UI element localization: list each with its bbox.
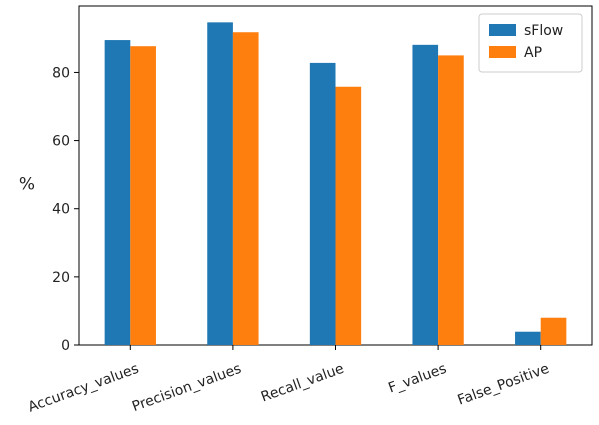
legend-swatch-sflow — [489, 24, 516, 36]
legend: sFlow AP — [478, 13, 583, 73]
bar-ap-recall-value — [335, 86, 362, 345]
y-tick-label: 80 — [52, 65, 70, 81]
bar-ap-precision-values — [232, 32, 259, 345]
x-tick-label: Recall_value — [259, 361, 346, 406]
bar-sflow-recall-value — [309, 62, 336, 346]
legend-label-ap: AP — [524, 45, 542, 61]
legend-swatch-ap — [489, 46, 516, 58]
bar-ap-false-positive — [540, 317, 567, 345]
x-tick-label: False_Positive — [456, 361, 552, 409]
y-axis-label: % — [19, 175, 35, 195]
legend-label-sflow: sFlow — [524, 23, 563, 39]
y-tick-label: 20 — [52, 270, 70, 286]
bar-ap-accuracy-values — [130, 46, 156, 345]
bar-ap-f-values — [438, 55, 464, 346]
x-tick-label: F_values — [386, 361, 448, 397]
bar-sflow-precision-values — [207, 22, 233, 345]
y-tick-label: 60 — [52, 134, 70, 150]
y-tick-label: 40 — [52, 202, 70, 218]
x-tick-label: Accuracy_values — [26, 361, 141, 416]
bars-layer — [104, 22, 567, 346]
bar-sflow-false-positive — [515, 331, 541, 345]
bar-sflow-f-values — [412, 44, 439, 346]
bar-sflow-accuracy-values — [104, 40, 131, 345]
x-tick-label: Precision_values — [130, 361, 244, 415]
y-tick-label: 0 — [61, 338, 70, 354]
